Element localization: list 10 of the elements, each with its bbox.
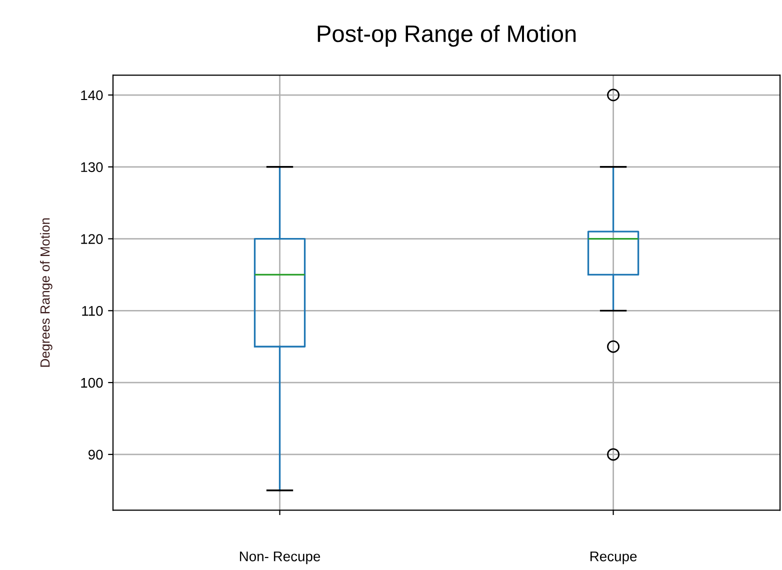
- x-tick-label: Non- Recupe: [240, 552, 320, 564]
- x-tick-label: Recupe: [590, 552, 637, 564]
- chart-title: Post-op Range of Motion: [318, 24, 576, 47]
- y-axis-title: Degrees Range of Motion: [40, 218, 52, 367]
- y-tick-label: 120: [81, 234, 103, 244]
- y-tick-label: 110: [82, 306, 103, 316]
- y-tick-label: 130: [81, 162, 103, 172]
- y-tick-label: 100: [81, 378, 103, 388]
- y-tick-label: 90: [88, 450, 103, 460]
- y-tick-label: 140: [81, 90, 103, 100]
